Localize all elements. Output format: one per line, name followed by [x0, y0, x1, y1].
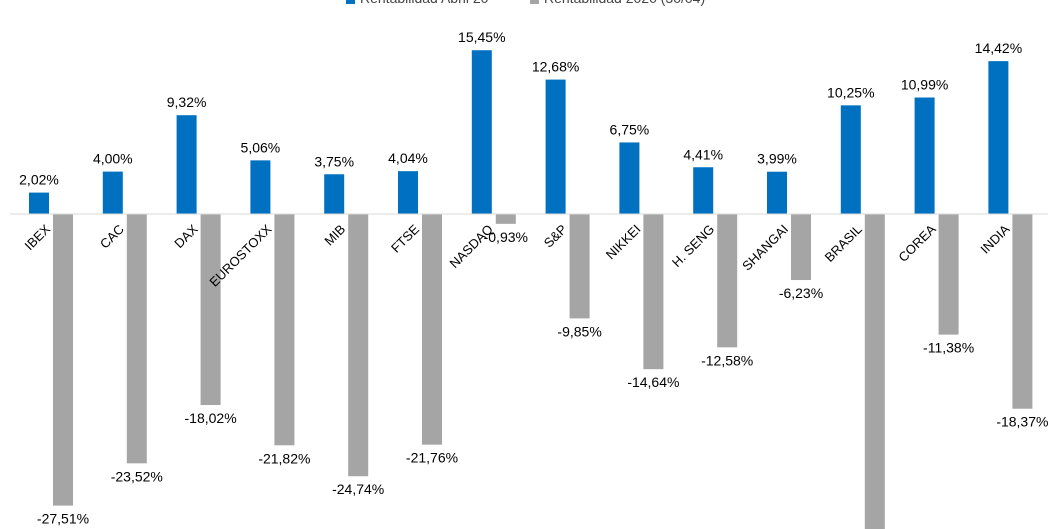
data-label: 4,04%: [388, 150, 428, 166]
category-label: NIKKEI: [603, 222, 644, 263]
category-label: FTSE: [388, 221, 422, 255]
data-label: 14,42%: [975, 40, 1022, 56]
category-label: CAC: [97, 222, 127, 252]
bar: [126, 214, 147, 464]
data-label: -12,58%: [701, 352, 753, 368]
bar: [495, 214, 516, 224]
category-label: SHANGAI: [739, 222, 791, 274]
bar: [324, 174, 345, 214]
bar: [422, 214, 442, 445]
data-label: 15,45%: [458, 29, 505, 45]
data-label: 3,99%: [757, 151, 797, 167]
category-label: NASDAQ: [446, 222, 495, 271]
data-label: -27,51%: [37, 511, 89, 527]
bar: [200, 214, 221, 406]
data-label: 9,32%: [167, 94, 207, 110]
bar: [1012, 214, 1033, 409]
data-label: -9,85%: [557, 323, 601, 339]
bar: [250, 160, 271, 214]
bar: [102, 171, 123, 214]
bar: [274, 214, 295, 446]
bar: [914, 97, 935, 214]
bar: [717, 214, 738, 348]
bar: [767, 171, 787, 214]
legend-label: Rentabilidad Abril 20: [360, 0, 489, 6]
data-label: 10,99%: [901, 77, 948, 93]
bar: [29, 192, 49, 214]
data-label: -6,23%: [779, 285, 823, 301]
category-label: COREA: [895, 221, 939, 265]
bar: [988, 61, 1009, 215]
category-label: DAX: [171, 221, 201, 251]
data-label: 6,75%: [610, 121, 650, 137]
data-label: -21,76%: [406, 450, 458, 466]
data-label: 3,75%: [314, 153, 354, 169]
data-label: -18,02%: [185, 410, 237, 426]
bar: [471, 50, 492, 215]
data-label: -11,38%: [923, 340, 974, 356]
data-label: 5,06%: [241, 139, 281, 155]
bar: [176, 115, 197, 214]
bar: [693, 167, 714, 214]
category-label: INDIA: [977, 221, 1012, 256]
data-label: -23,52%: [111, 468, 163, 484]
category-label: MIB: [321, 222, 348, 249]
data-label: -21,82%: [258, 450, 310, 466]
category-label: BRASIL: [822, 222, 865, 265]
bar: [569, 214, 590, 319]
data-label: -18,37%: [996, 414, 1048, 430]
bar: [864, 214, 885, 529]
legend-swatch: [530, 0, 539, 4]
bar: [643, 214, 664, 370]
data-label: -14,64%: [627, 374, 679, 390]
data-label: 12,68%: [532, 59, 579, 75]
bar: [348, 214, 369, 477]
data-label: 4,00%: [93, 151, 133, 167]
data-label: 4,41%: [683, 146, 723, 162]
category-label: S&P: [541, 222, 570, 251]
legend-label: Rentabilidad 2020 (30/04): [544, 0, 705, 6]
legend-swatch: [346, 0, 355, 4]
data-label: -24,74%: [332, 481, 384, 497]
bar: [53, 214, 73, 506]
data-label: 2,02%: [19, 172, 59, 188]
data-label: 10,25%: [827, 84, 874, 100]
bar: [398, 171, 418, 214]
category-label: IBEX: [22, 221, 54, 253]
data-label: -0,93%: [484, 229, 528, 245]
bar: [545, 79, 566, 214]
bar: [840, 105, 861, 214]
bar: [619, 142, 640, 214]
bar: [938, 214, 959, 335]
category-label: H. SENG: [669, 222, 717, 270]
bar: [791, 214, 811, 281]
